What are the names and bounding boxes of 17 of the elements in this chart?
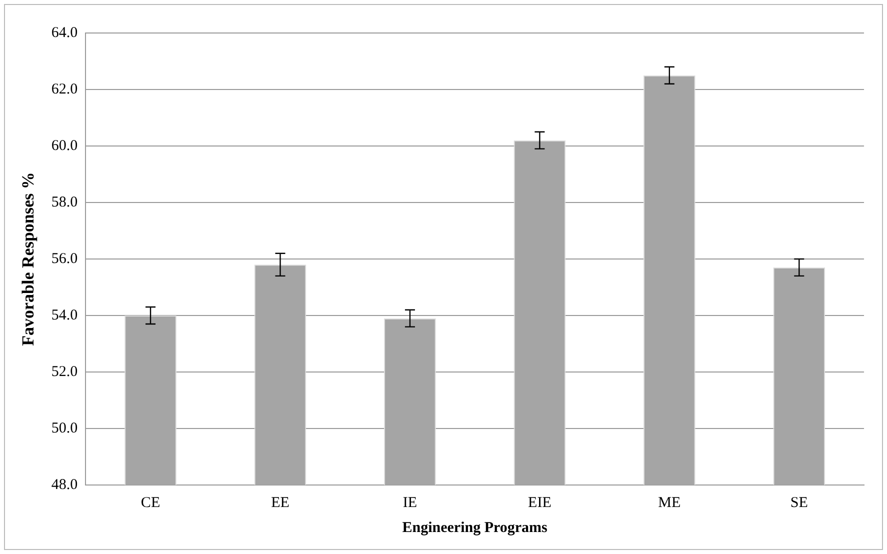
y-tick-label: 56.0 xyxy=(51,250,78,267)
y-tick-label: 58.0 xyxy=(51,194,78,210)
x-tick-label: CE xyxy=(140,494,160,511)
x-tick-label: EIE xyxy=(528,494,552,511)
y-tick-label: 54.0 xyxy=(51,307,78,324)
x-tick-label: SE xyxy=(790,494,808,511)
x-axis-title: Engineering Programs xyxy=(402,520,548,536)
x-tick-label: IE xyxy=(402,494,418,511)
x-tick-label: ME xyxy=(658,494,681,511)
y-tick-label: 52.0 xyxy=(51,364,78,380)
y-tick-label: 62.0 xyxy=(51,81,78,98)
x-tick-label: EE xyxy=(271,494,290,511)
y-tick-label: 50.0 xyxy=(51,420,78,436)
y-tick-label: 48.0 xyxy=(51,476,78,493)
y-tick-label: 64.0 xyxy=(51,24,78,41)
y-tick-label: 60.0 xyxy=(51,138,78,154)
y-axis-title: Favorable Responses % xyxy=(18,172,38,346)
